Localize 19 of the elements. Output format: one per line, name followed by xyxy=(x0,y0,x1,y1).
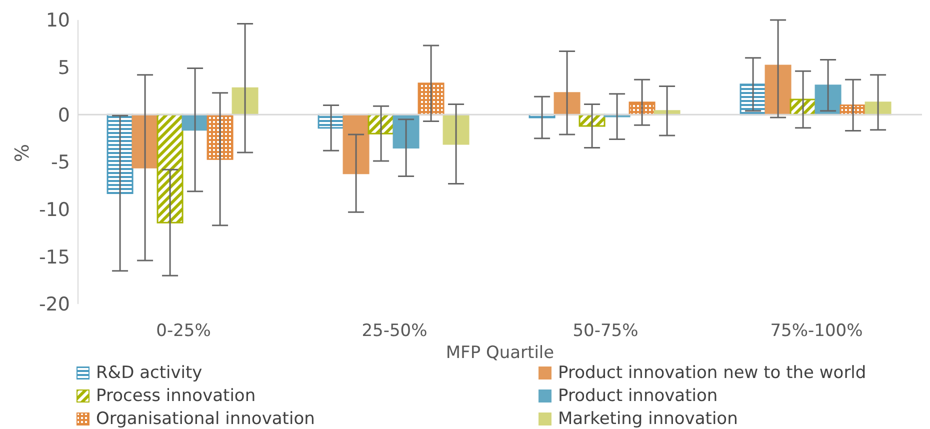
y-tick-label: 10 xyxy=(46,10,70,32)
x-tick-label: 50-75% xyxy=(572,321,638,342)
legend-label: Product innovation xyxy=(558,386,718,406)
legend-label: Organisational innovation xyxy=(96,408,315,428)
y-tick-label: -5 xyxy=(51,152,70,174)
y-tick-label: 0 xyxy=(58,104,70,126)
y-tick-label: -10 xyxy=(38,199,70,222)
y-tick-label: -20 xyxy=(38,294,70,316)
legend-label: Process innovation xyxy=(96,386,256,406)
legend-label: R&D activity xyxy=(96,362,202,382)
y-axis-title: % xyxy=(12,144,34,162)
x-tick-label: 0-25% xyxy=(156,321,211,342)
x-tick-label: 75%-100% xyxy=(770,321,863,342)
x-tick-label: 25-50% xyxy=(362,321,428,342)
x-axis-title: MFP Quartile xyxy=(446,343,554,363)
y-tick-label: 5 xyxy=(58,57,70,80)
legend-label: Product innovation new to the world xyxy=(558,362,866,382)
legend-label: Marketing innovation xyxy=(558,408,738,428)
y-tick-label: -15 xyxy=(38,246,70,268)
